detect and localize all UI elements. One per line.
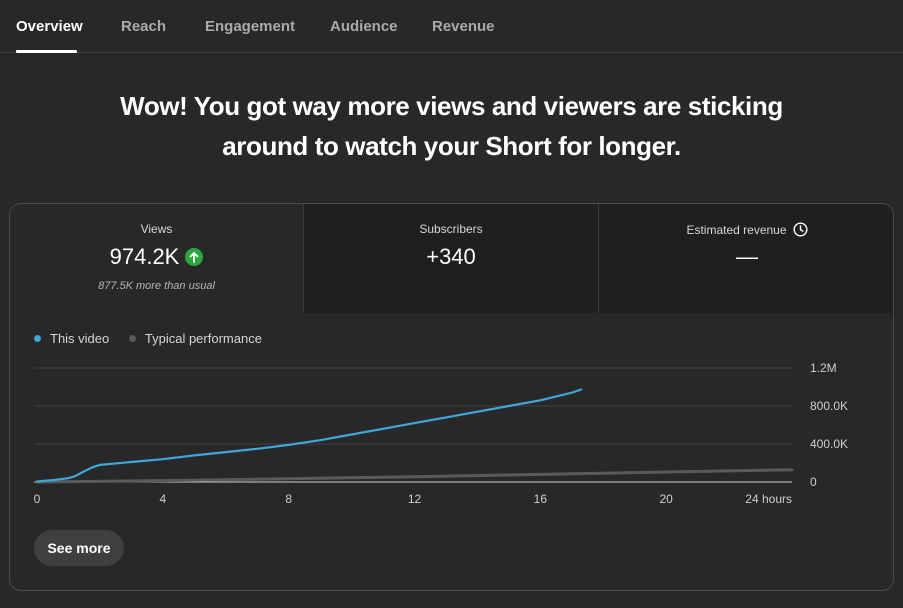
revenue-label: Estimated revenue (686, 222, 787, 237)
chart-legend: This video Typical performance (34, 330, 278, 346)
metric-estimated-revenue[interactable]: Estimated revenue — (599, 204, 893, 313)
arrow-up-icon (185, 248, 204, 266)
x-tick-label: 4 (159, 492, 166, 506)
clock-icon (793, 222, 808, 237)
headline-line-1: Wow! You got way more views and viewers … (120, 91, 783, 121)
x-tick-label: 16 (534, 492, 548, 506)
x-tick-label: 12 (408, 492, 422, 506)
see-more-button[interactable]: See more (34, 530, 124, 566)
metrics-row: Views 974.2K 877.5K more than usual Subs… (10, 204, 893, 313)
metric-views[interactable]: Views 974.2K 877.5K more than usual (10, 204, 304, 313)
legend-dot-icon (34, 335, 41, 342)
legend-label: Typical performance (144, 331, 262, 346)
y-tick-label: 0 (810, 475, 817, 489)
series-line-typical-performance (35, 468, 794, 484)
performance-card: Views 974.2K 877.5K more than usual Subs… (9, 203, 894, 591)
active-tab-indicator (16, 50, 77, 53)
subscribers-label: Subscribers (419, 222, 483, 236)
views-value: 974.2K (109, 244, 180, 269)
metric-subscribers[interactable]: Subscribers +340 (304, 204, 599, 313)
revenue-value: — (736, 244, 758, 269)
x-tick-label: 0 (34, 492, 41, 506)
tab-overview[interactable]: Overview (16, 18, 83, 35)
headline-line-2: around to watch your Short for longer. (222, 131, 681, 161)
y-tick-label: 800.0K (810, 399, 848, 413)
headline: Wow! You got way more views and viewers … (0, 86, 903, 166)
views-comparison: 877.5K more than usual (98, 280, 215, 292)
tab-bar: Overview Reach Engagement Audience Reven… (0, 0, 903, 53)
x-tick-label: 8 (285, 492, 292, 506)
legend-typical-performance: Typical performance (128, 331, 262, 346)
x-tick-label: 24 hours (745, 492, 792, 506)
tab-reach[interactable]: Reach (121, 18, 167, 35)
series-line-this-video (35, 388, 583, 483)
x-tick-label: 20 (659, 492, 673, 506)
tab-revenue[interactable]: Revenue (432, 18, 495, 35)
views-chart[interactable]: 0 400.0K 800.0K 1.2M 0 4 8 12 16 20 24 hours (10, 354, 894, 514)
legend-dot-icon (128, 335, 136, 342)
legend-this-video: This video (34, 331, 109, 346)
tab-engagement[interactable]: Engagement (205, 18, 296, 35)
y-tick-label: 1.2M (810, 361, 837, 375)
legend-label: This video (50, 331, 110, 346)
views-label: Views (140, 222, 173, 236)
subscribers-value: +340 (426, 244, 476, 269)
tab-audience[interactable]: Audience (330, 18, 398, 35)
y-tick-label: 400.0K (810, 437, 848, 451)
